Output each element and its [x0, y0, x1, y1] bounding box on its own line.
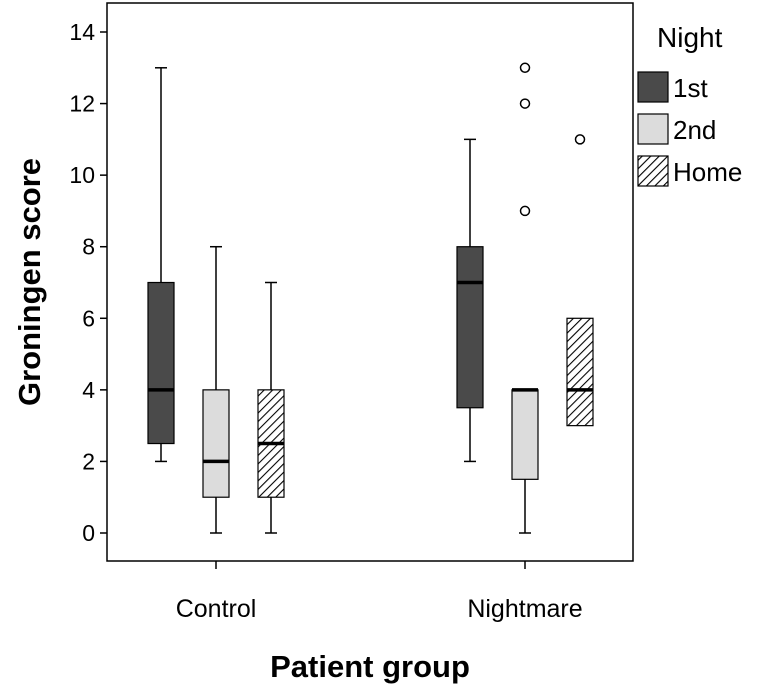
y-tick-label: 0 — [82, 520, 95, 546]
legend-title: Night — [657, 22, 723, 53]
y-tick-label: 10 — [69, 162, 95, 188]
legend-label: Home — [673, 157, 742, 187]
outlier-point — [519, 62, 531, 74]
x-tick-label: Nightmare — [467, 595, 582, 623]
legend: Night 1st 2nd Home — [637, 22, 742, 187]
box-iqr — [456, 246, 484, 409]
box-1st-control — [147, 67, 175, 463]
box-1st-nightmare — [456, 138, 484, 463]
outlier-point — [519, 98, 531, 109]
x-tick-label: Control — [176, 595, 257, 623]
x-axis-label: Patient group — [270, 649, 470, 684]
y-tick-label: 8 — [82, 234, 95, 260]
box-iqr — [566, 317, 594, 427]
boxes — [147, 62, 594, 534]
box-home-nightmare — [566, 134, 594, 427]
box-home-control — [257, 281, 285, 534]
box-2nd-nightmare — [511, 62, 539, 534]
legend-swatch-home — [637, 155, 669, 187]
x-axis: Control Nightmare — [176, 561, 583, 623]
box-iqr — [511, 389, 539, 480]
y-axis: 0 2 4 6 8 10 12 14 — [69, 19, 107, 546]
outlier-point — [519, 205, 531, 217]
box-iqr — [202, 389, 230, 498]
outlier-point — [574, 134, 586, 145]
y-tick-label: 6 — [82, 305, 95, 331]
legend-label: 1st — [673, 73, 708, 103]
box-iqr — [147, 281, 175, 445]
y-tick-label: 4 — [82, 377, 95, 403]
plot-frame — [106, 2, 634, 562]
y-axis-label: Groningen score — [12, 158, 47, 406]
legend-label: 2nd — [673, 115, 716, 145]
y-tick-label: 14 — [69, 19, 95, 45]
y-tick-label: 2 — [82, 448, 95, 474]
legend-swatch-2nd — [637, 113, 669, 145]
y-tick-label: 12 — [69, 91, 95, 117]
legend-swatch-1st — [637, 71, 669, 103]
box-2nd-control — [202, 245, 230, 534]
